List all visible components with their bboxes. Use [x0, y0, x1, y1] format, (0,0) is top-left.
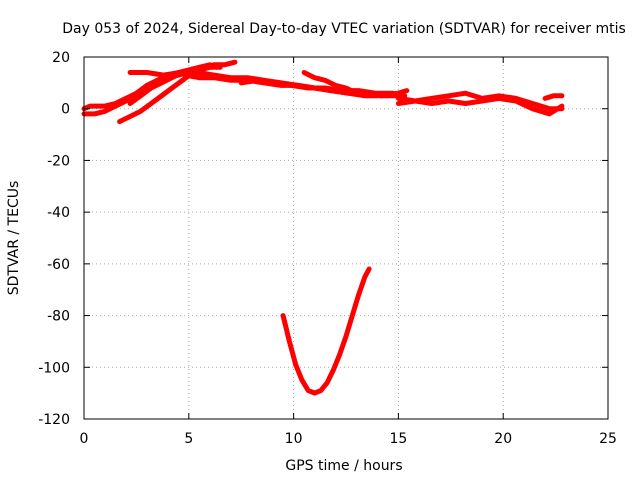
series-line-track-10 — [395, 95, 565, 117]
y-tick-label: -120 — [38, 412, 70, 428]
y-axis: -120 -100 -80 -60 -40 -20 0 20 — [38, 50, 608, 428]
series-line-track-11 — [542, 93, 565, 101]
x-tick-label: 25 — [599, 431, 617, 447]
y-tick-label: -40 — [47, 205, 70, 221]
x-axis-label: GPS time / hours — [285, 458, 402, 474]
x-axis: 0 5 10 15 20 25 — [80, 57, 617, 447]
y-tick-label: 0 — [61, 102, 70, 118]
y-tick-label: -60 — [47, 257, 70, 273]
plot-frame — [83, 56, 609, 420]
series-layer — [81, 59, 565, 396]
series-line-track-12 — [280, 266, 372, 396]
series-line-track-8 — [301, 70, 370, 99]
x-tick-label: 15 — [389, 431, 407, 447]
grid — [84, 57, 608, 419]
chart-title: Day 053 of 2024, Sidereal Day-to-day VTE… — [62, 21, 626, 37]
y-tick-label: -100 — [38, 360, 70, 376]
x-tick-label: 5 — [184, 431, 193, 447]
x-tick-label: 0 — [80, 431, 89, 447]
series-line-track-7 — [238, 77, 408, 99]
y-axis-label: SDTVAR / TECUs — [6, 181, 22, 296]
y-tick-label: 20 — [52, 50, 70, 66]
series-line-track-9 — [395, 90, 565, 112]
series-line-track-3 — [117, 59, 238, 125]
x-tick-label: 10 — [285, 431, 303, 447]
x-tick-label: 20 — [494, 431, 512, 447]
y-tick-label: -80 — [47, 309, 70, 325]
y-tick-label: -20 — [47, 153, 70, 169]
